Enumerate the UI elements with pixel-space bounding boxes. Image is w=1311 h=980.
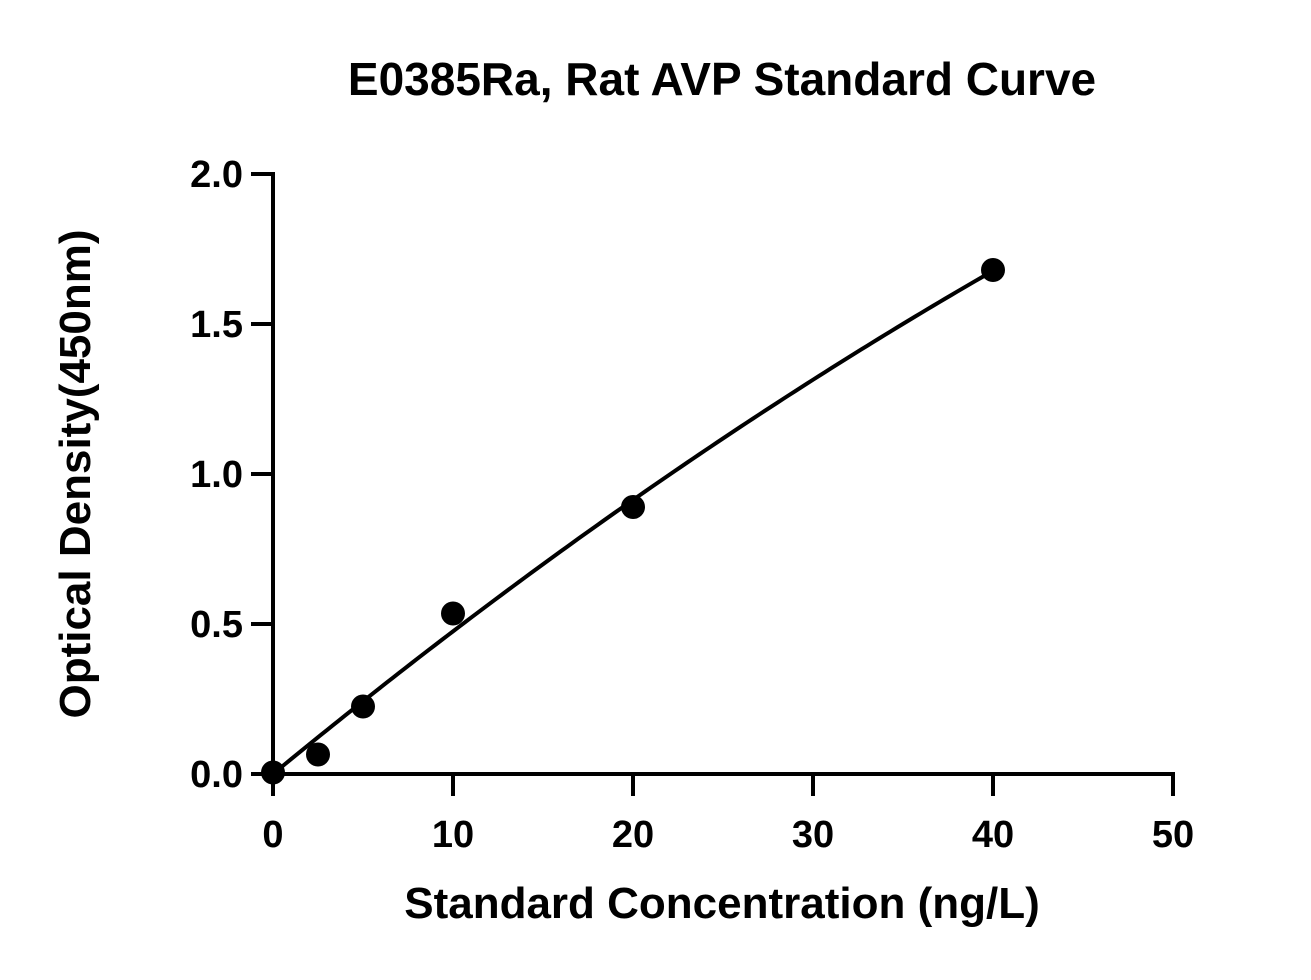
x-tick-label: 20 [612,814,654,856]
y-tick-label: 1.0 [190,454,243,496]
y-tick-label: 0.0 [190,754,243,796]
data-point [261,760,285,785]
x-tick-label: 10 [432,814,474,856]
fit-curve-layer [271,269,994,776]
x-axis-label: Standard Concentration (ng/L) [404,879,1040,928]
axes: 0.0 0.5 1.0 1.5 2.0 0 10 20 30 40 50 [190,154,1194,856]
y-tick-label: 2.0 [190,154,243,196]
data-point [621,495,645,519]
data-points [261,258,1005,785]
x-tick-label: 40 [972,814,1014,856]
data-point [441,601,465,626]
y-tick-label: 0.5 [190,604,243,646]
data-point [981,258,1005,282]
chart-title: E0385Ra, Rat AVP Standard Curve [348,53,1096,105]
fit-curve-line [271,269,994,776]
data-point [351,694,375,719]
x-tick-label: 50 [1152,814,1194,856]
y-axis-label: Optical Density(450nm) [51,229,100,718]
x-tick-label: 30 [792,814,834,856]
x-tick-label: 0 [262,814,283,856]
data-point [306,742,330,767]
y-tick-label: 1.5 [190,304,243,346]
